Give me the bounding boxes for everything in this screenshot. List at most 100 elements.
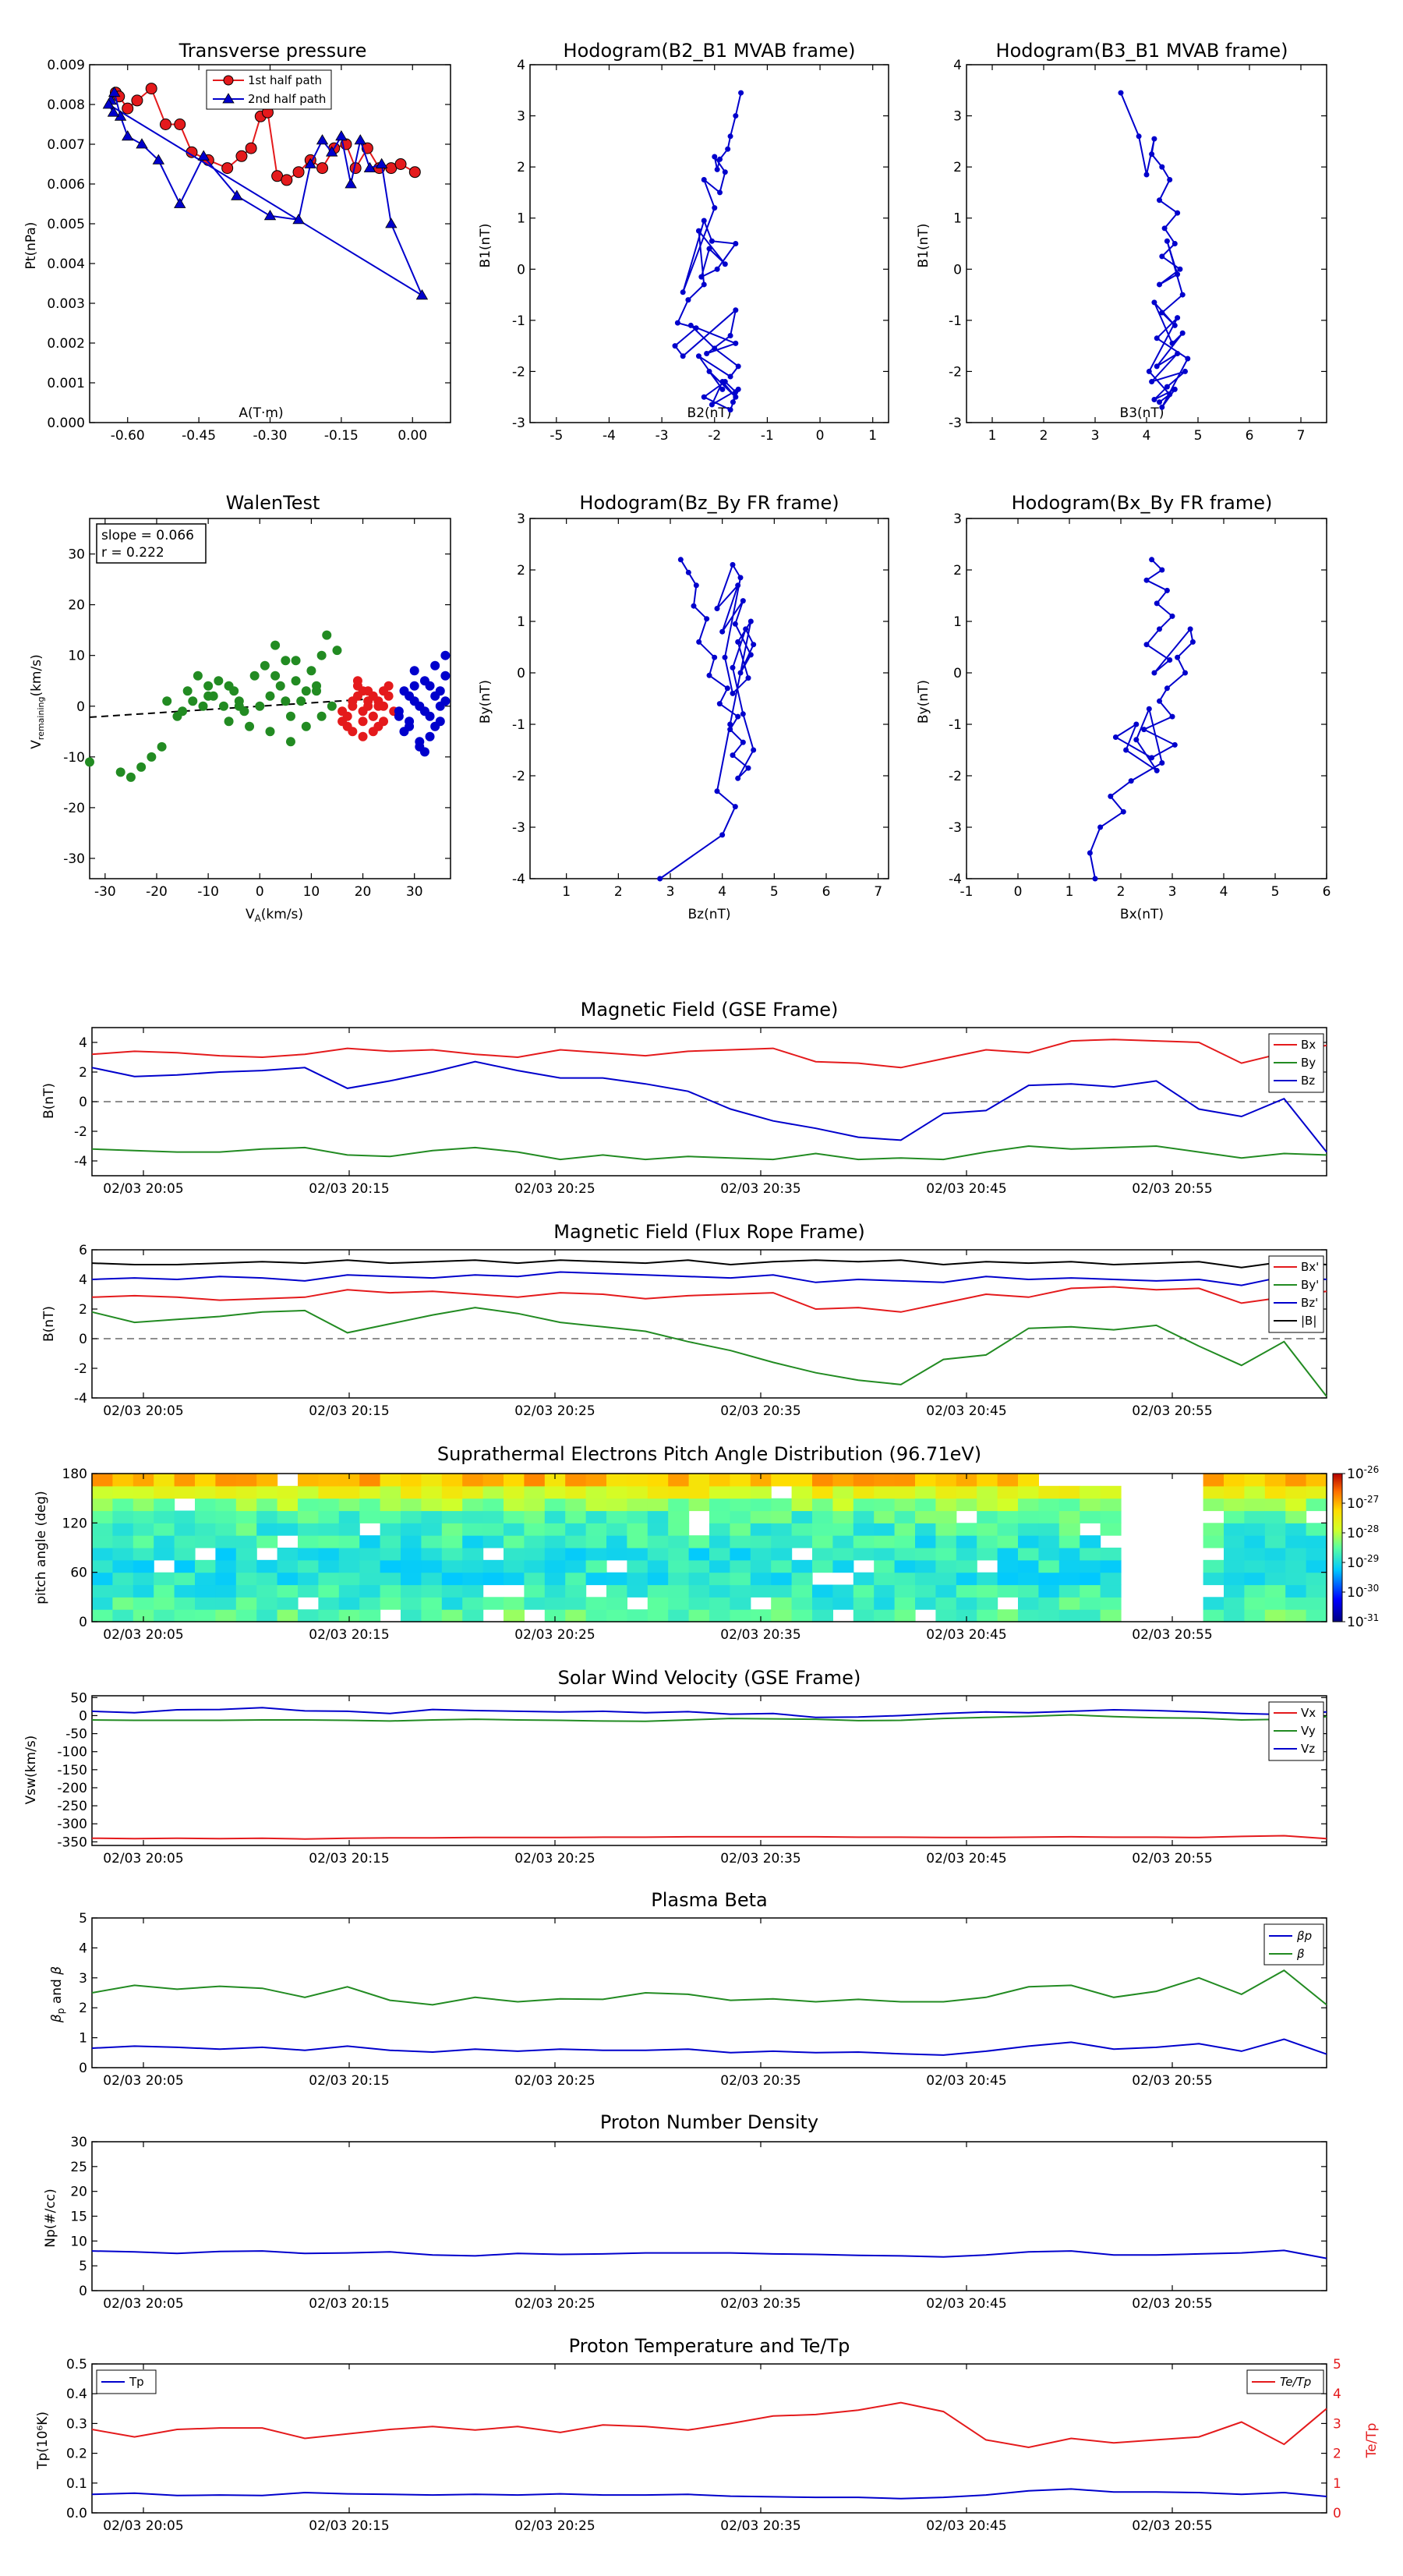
temp-ytick-label: 0.2 xyxy=(66,2447,87,2462)
pad-cell xyxy=(832,1510,854,1523)
mag-fr-xtick-label: 02/03 20:05 xyxy=(103,1403,183,1419)
pad-cell xyxy=(1203,1609,1225,1622)
hodo-b3b1-path-point xyxy=(1151,136,1157,142)
vsw-ytick-label: -300 xyxy=(57,1817,87,1832)
beta-series-2-line xyxy=(91,1969,1327,2006)
pad-cell xyxy=(1203,1559,1225,1573)
pad-cell xyxy=(421,1523,443,1536)
pad-cell xyxy=(812,1474,833,1487)
hodo-b2b1-path-point xyxy=(695,228,702,234)
pad-cell xyxy=(894,1523,916,1536)
pad-cell xyxy=(359,1609,381,1622)
transverse-frame xyxy=(89,64,451,423)
pad-cell xyxy=(894,1485,916,1499)
walen-series-1-point xyxy=(285,711,295,721)
pad-cell xyxy=(504,1498,525,1512)
pad-cell xyxy=(421,1597,443,1610)
density-ytick-label: 25 xyxy=(70,2160,87,2175)
pad-cell xyxy=(112,1548,134,1561)
pad-cell xyxy=(956,1474,977,1487)
hodo-bzby-path-point xyxy=(693,582,699,589)
pad-cell xyxy=(1224,1597,1245,1610)
pad-cell xyxy=(338,1609,360,1622)
pad-cell xyxy=(565,1572,587,1586)
pad-cell xyxy=(112,1609,134,1622)
transverse-series-1-point xyxy=(159,119,171,130)
pad-cell xyxy=(565,1498,587,1512)
pad-cell xyxy=(277,1548,299,1561)
pad-cell xyxy=(585,1548,607,1561)
hodo-b3b1-ytick-label: 3 xyxy=(953,109,962,125)
hodo-bzby-path-line xyxy=(659,559,755,879)
hodo-b3b1-ytick-label: 0 xyxy=(953,262,962,278)
vsw-series-2-line xyxy=(91,1714,1327,1722)
pad-cell xyxy=(565,1485,587,1499)
pad-cell xyxy=(1018,1485,1039,1499)
pad-cell xyxy=(338,1485,360,1499)
pad-cell xyxy=(750,1498,772,1512)
pad-cell xyxy=(956,1548,977,1561)
pad-cell xyxy=(380,1535,401,1548)
pad-cell xyxy=(482,1572,504,1586)
transverse-series-2-point xyxy=(152,154,165,165)
pad-cell xyxy=(92,1597,113,1610)
pad-cell xyxy=(462,1548,484,1561)
pad-cell xyxy=(112,1523,134,1536)
hodo-bxby-path-point xyxy=(1133,737,1140,743)
pad-cell xyxy=(750,1474,772,1487)
pad-cell xyxy=(544,1474,566,1487)
mag-gse-xtick-label: 02/03 20:15 xyxy=(309,1181,389,1197)
pad-cell xyxy=(544,1572,566,1586)
pad-cell xyxy=(92,1572,113,1586)
hodo-b2b1-xtick-label: 0 xyxy=(816,428,825,444)
walen-series-3-point xyxy=(415,741,425,752)
hodo-bzby-path-point xyxy=(735,639,741,645)
hodo-b3b1-path-point xyxy=(1175,315,1181,321)
pad-cell xyxy=(174,1523,196,1536)
hodo-b2b1-path-point xyxy=(725,146,731,152)
pad-cell xyxy=(585,1597,607,1610)
pad-cell xyxy=(359,1597,381,1610)
hodo-bxby-ytick-label: -4 xyxy=(949,872,962,887)
pad-cell xyxy=(1038,1498,1060,1512)
pad-cell xyxy=(1058,1498,1080,1512)
hodo-bzby-path-point xyxy=(737,670,744,676)
pad-cell xyxy=(688,1609,710,1622)
density-ytick-label: 0 xyxy=(79,2284,87,2299)
hodo-bxby-path-point xyxy=(1112,734,1119,740)
pad-cell xyxy=(1306,1584,1327,1598)
pad-cell xyxy=(277,1498,299,1512)
pad-cell xyxy=(1038,1523,1060,1536)
pad-cell xyxy=(1306,1523,1327,1536)
pad-cell xyxy=(1203,1572,1225,1586)
pad-cell xyxy=(935,1510,957,1523)
pad-cell xyxy=(318,1584,340,1598)
pad-cell xyxy=(235,1548,257,1561)
pad-cell xyxy=(606,1510,627,1523)
transverse-ytick-label: 0.003 xyxy=(47,296,85,312)
pad-cell xyxy=(894,1597,916,1610)
pad-cell xyxy=(174,1535,196,1548)
pad-cell xyxy=(298,1510,319,1523)
pad-ytick-label: 180 xyxy=(62,1467,87,1482)
pad-cell xyxy=(853,1485,875,1499)
pad-cell xyxy=(380,1498,401,1512)
pad-cell xyxy=(401,1535,422,1548)
pad-cell xyxy=(627,1572,648,1586)
pad-cell xyxy=(647,1548,669,1561)
pad-cell xyxy=(956,1535,977,1548)
pad-cell xyxy=(1224,1485,1245,1499)
beta-ytick-label: 3 xyxy=(79,1971,87,1987)
pad-cell xyxy=(1285,1535,1307,1548)
vsw-series-1-line xyxy=(91,1835,1327,1840)
pad-cell xyxy=(874,1535,896,1548)
pad-cell xyxy=(977,1535,998,1548)
pad-cell xyxy=(298,1548,319,1561)
pad-cell xyxy=(606,1572,627,1586)
pad-cell xyxy=(482,1597,504,1610)
hodo-b2b1-path-point xyxy=(733,340,739,346)
pad-cell xyxy=(359,1559,381,1573)
pad-cell xyxy=(606,1548,627,1561)
density-ytick-label: 10 xyxy=(70,2234,87,2249)
hodo-bzby-ytick-label: 2 xyxy=(517,563,525,579)
